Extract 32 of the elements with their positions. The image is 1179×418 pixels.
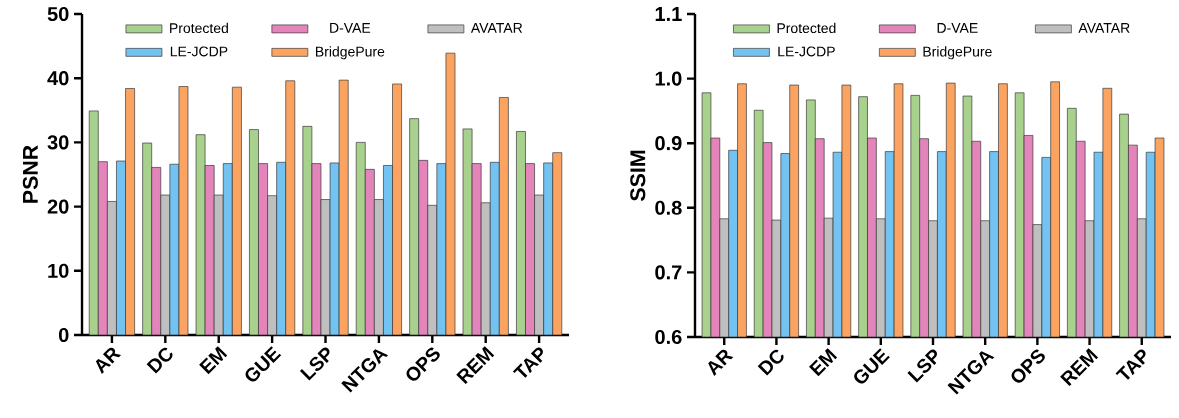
legend-label: AVATAR: [1078, 23, 1130, 33]
legend-label: BridgePure: [316, 46, 385, 60]
x-tick-label: EM: [809, 348, 838, 377]
legend-label: Protected: [170, 22, 228, 34]
legend-label: BridgePure: [923, 46, 992, 60]
legend-label: AVATAR: [470, 23, 523, 33]
x-tick-label: TAP: [512, 347, 543, 378]
legend-label: D-VAE: [330, 23, 371, 33]
y-tick-label: 0: [58, 327, 69, 343]
x-tick-label: TAP: [1115, 349, 1146, 380]
legend-label: LE-JCDP: [778, 46, 835, 57]
y-axis-title: SSIM: [630, 150, 646, 201]
y-tick-label: 50: [47, 6, 69, 22]
x-tick-label: DC: [146, 347, 173, 374]
legend-label: Protected: [777, 22, 836, 34]
y-tick-label: 30: [47, 135, 69, 150]
y-tick-label: 0.6: [655, 329, 682, 345]
y-tick-label: 10: [48, 263, 69, 278]
y-tick-label: 0.9: [655, 136, 682, 151]
legend-label: D-VAE: [937, 23, 978, 33]
y-tick-label: 1.0: [655, 71, 682, 86]
y-axis-title: PSNR: [22, 145, 38, 203]
y-tick-label: 40: [47, 71, 69, 86]
x-tick-label: AR: [95, 347, 122, 375]
x-tick-label: DC: [757, 349, 784, 376]
y-tick-label: 0.7: [655, 265, 682, 280]
legend-label: LE-JCDP: [170, 46, 228, 57]
y-tick-label: 1.1: [655, 7, 682, 21]
x-tick-label: AR: [708, 349, 734, 377]
y-tick-label: 20: [47, 199, 69, 214]
y-tick-label: 0.8: [655, 200, 682, 215]
x-tick-label: EM: [199, 346, 228, 375]
